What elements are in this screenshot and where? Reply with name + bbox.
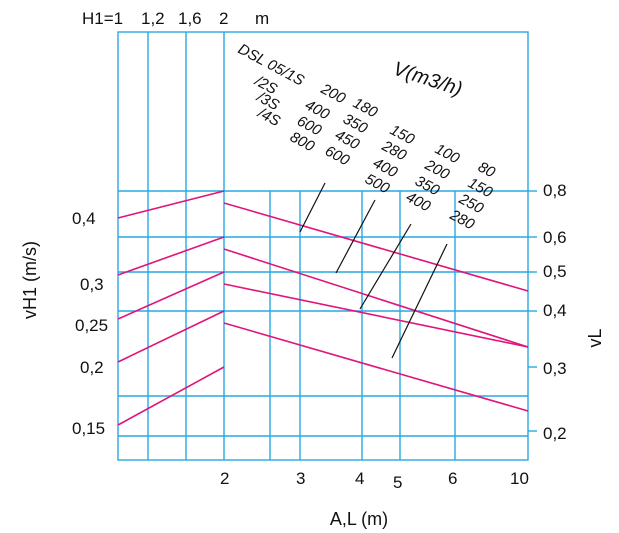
top-tick-1-2: 1,2 xyxy=(141,9,165,28)
x-tick-6: 6 xyxy=(448,469,457,488)
right-tick-0-8: 0,8 xyxy=(543,181,567,200)
x-tick-10: 10 xyxy=(510,469,529,488)
curve-fall-2 xyxy=(223,283,529,348)
curve-rise-4 xyxy=(117,366,225,426)
left-tick-0-4: 0,4 xyxy=(72,209,96,228)
top-tick-1-6: 1,6 xyxy=(178,9,202,28)
right-tick-0-4: 0,4 xyxy=(543,301,567,320)
flow-leader-lines xyxy=(299,182,448,359)
curve-rise-2 xyxy=(117,271,225,320)
x-axis-title: A,L (m) xyxy=(330,509,388,529)
right-tick-0-2: 0,2 xyxy=(543,424,567,443)
left-tick-0-3: 0,3 xyxy=(80,275,104,294)
velocity-curves xyxy=(117,190,529,426)
flow-label-c5-1s: 80 xyxy=(475,159,498,182)
left-tick-0-2: 0,2 xyxy=(80,358,104,377)
model-label-4s: /4S xyxy=(254,104,283,130)
left-axis-title: vH1 (m/s) xyxy=(20,241,40,319)
right-tick-0-6: 0,6 xyxy=(543,228,567,247)
leader-line-3 xyxy=(391,243,448,359)
curve-fall-0 xyxy=(223,202,529,292)
curve-rise-3 xyxy=(117,310,225,363)
top-tick-h1-1: H1=1 xyxy=(82,9,123,28)
left-tick-0-15: 0,15 xyxy=(72,419,105,438)
right-axis-title: vL xyxy=(585,328,605,347)
leader-line-0 xyxy=(299,182,326,233)
right-tick-0-3: 0,3 xyxy=(543,359,567,378)
curve-fall-3 xyxy=(223,322,529,412)
right-tick-0-5: 0,5 xyxy=(543,262,567,281)
left-tick-0-25: 0,25 xyxy=(75,316,108,335)
curve-rise-1 xyxy=(117,236,225,276)
x-tick-4: 4 xyxy=(355,469,364,488)
x-tick-5: 5 xyxy=(393,473,402,492)
grid-frame xyxy=(117,31,529,461)
leader-line-1 xyxy=(335,199,376,274)
top-tick-2: 2 xyxy=(219,9,228,28)
x-tick-3: 3 xyxy=(296,469,305,488)
volume-title: V(m3/h) xyxy=(390,58,464,101)
grid-lines xyxy=(117,31,537,461)
x-tick-2: 2 xyxy=(220,469,229,488)
top-axis-unit: m xyxy=(255,9,269,28)
leader-line-2 xyxy=(359,223,412,310)
curve-fall-1 xyxy=(223,248,529,348)
curve-rise-0 xyxy=(117,190,225,219)
